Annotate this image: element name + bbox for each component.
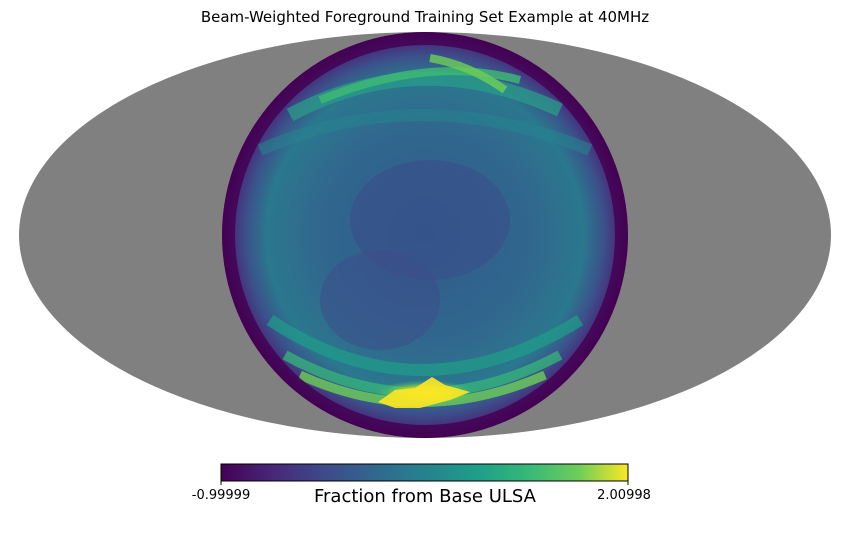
colorbar-max-label: 2.00998: [597, 488, 651, 503]
colorbar-min-label: -0.99999: [191, 488, 251, 503]
chart-title: Beam-Weighted Foreground Training Set Ex…: [200, 8, 650, 26]
beam-region: [222, 32, 628, 438]
colorbar-label: Fraction from Base ULSA: [313, 486, 536, 507]
colorbar: [220, 463, 629, 482]
